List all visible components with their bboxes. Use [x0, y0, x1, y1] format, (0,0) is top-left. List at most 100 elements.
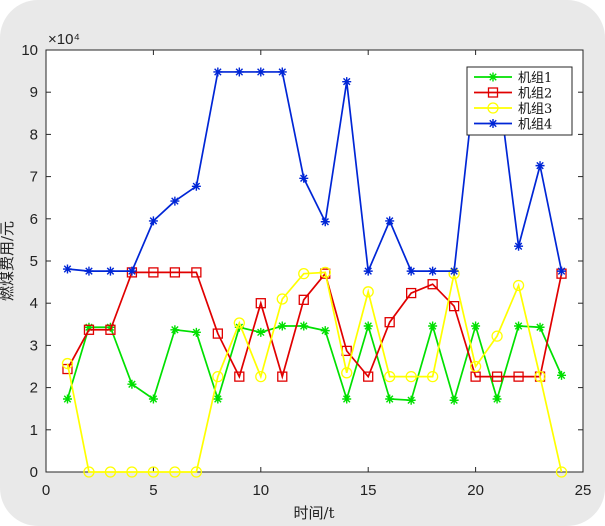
data-point [384, 317, 395, 328]
y-tick-label: 9 [30, 84, 38, 101]
data-point [427, 279, 438, 290]
x-tick-label: 5 [149, 482, 157, 499]
data-point [170, 196, 180, 206]
data-point [277, 371, 288, 382]
data-point [449, 266, 459, 276]
data-point [514, 241, 524, 251]
y-tick-label: 2 [30, 380, 38, 397]
y-axis-label: 燃煤费用/元 [0, 221, 16, 301]
x-tick-label: 20 [467, 482, 484, 499]
data-point [342, 77, 352, 87]
data-point [534, 370, 546, 383]
legend-marker [487, 102, 499, 114]
data-point [234, 371, 245, 382]
legend-label: 机组4 [518, 118, 552, 133]
data-point [512, 279, 525, 292]
data-point [148, 394, 158, 404]
series-line [66, 271, 563, 380]
data-point [212, 370, 224, 383]
data-point [170, 325, 180, 335]
data-point [363, 321, 373, 331]
data-point [298, 294, 309, 305]
data-point [491, 330, 503, 342]
legend-label: 机组1 [518, 71, 552, 86]
data-point [62, 264, 72, 274]
data-point [406, 266, 416, 276]
legend-marker [488, 119, 498, 128]
data-point [298, 268, 310, 280]
data-point [426, 370, 439, 383]
data-point [213, 394, 223, 404]
data-point [84, 266, 94, 276]
data-point [406, 395, 416, 405]
data-point [84, 322, 94, 332]
legend-label: 机组3 [518, 102, 552, 117]
data-point [469, 360, 482, 373]
data-point [557, 266, 567, 276]
y-tick-label: 1 [30, 422, 38, 439]
data-point [277, 321, 287, 331]
data-point [191, 181, 201, 191]
legend-item: 机组1 [474, 71, 552, 86]
series-1 [62, 321, 567, 405]
legend-item: 机组4 [474, 118, 552, 133]
y-tick-label: 3 [30, 337, 38, 354]
data-point [105, 322, 115, 332]
data-point [212, 328, 223, 339]
data-point [385, 216, 395, 226]
legend-marker [488, 72, 498, 82]
data-point [299, 321, 309, 331]
data-point [148, 267, 159, 278]
y-tick-label: 8 [30, 126, 38, 143]
data-point [492, 394, 502, 404]
data-point [256, 327, 266, 337]
data-point [555, 466, 568, 478]
data-point [363, 371, 374, 382]
data-point [83, 324, 95, 335]
data-point [105, 324, 116, 335]
series-3 [61, 266, 568, 478]
y-tick-label: 5 [30, 253, 38, 270]
series-line [66, 271, 563, 473]
data-point [320, 326, 330, 336]
data-point [234, 322, 244, 332]
data-point [428, 266, 438, 276]
data-point [384, 370, 396, 383]
data-point [255, 298, 266, 309]
data-point [428, 321, 438, 331]
data-point [513, 371, 524, 382]
data-point [535, 322, 545, 332]
legend-item: 机组3 [474, 102, 552, 117]
legend-marker [487, 87, 499, 98]
data-point [448, 301, 460, 312]
y-tick-label: 4 [30, 295, 38, 312]
legend-item: 机组2 [474, 87, 552, 102]
y-exponent-label: ×10⁴ [48, 31, 80, 48]
data-point [127, 266, 137, 276]
data-point [105, 266, 115, 276]
data-point [557, 370, 567, 380]
data-point [363, 266, 373, 276]
data-point [385, 394, 395, 404]
data-point [233, 317, 245, 329]
legend-label: 机组2 [518, 87, 552, 102]
y-tick-label: 10 [21, 42, 38, 59]
data-point [256, 67, 266, 77]
data-point [405, 370, 417, 383]
y-tick-label: 7 [30, 169, 38, 186]
y-tick-label: 6 [30, 211, 38, 228]
data-point [169, 466, 181, 478]
data-point [169, 267, 181, 278]
x-tick-label: 0 [42, 482, 50, 499]
data-point [277, 67, 287, 77]
axis-ticks: 0 5 10 15 20 25 0 1 2 3 4 5 6 7 8 9 10 [21, 42, 591, 499]
data-point [191, 327, 201, 337]
data-point [191, 267, 202, 278]
series-line [66, 322, 563, 404]
x-tick-label: 25 [575, 482, 592, 499]
data-point [62, 394, 72, 404]
data-point [319, 266, 331, 279]
x-axis-label: 时间/t [293, 504, 334, 522]
